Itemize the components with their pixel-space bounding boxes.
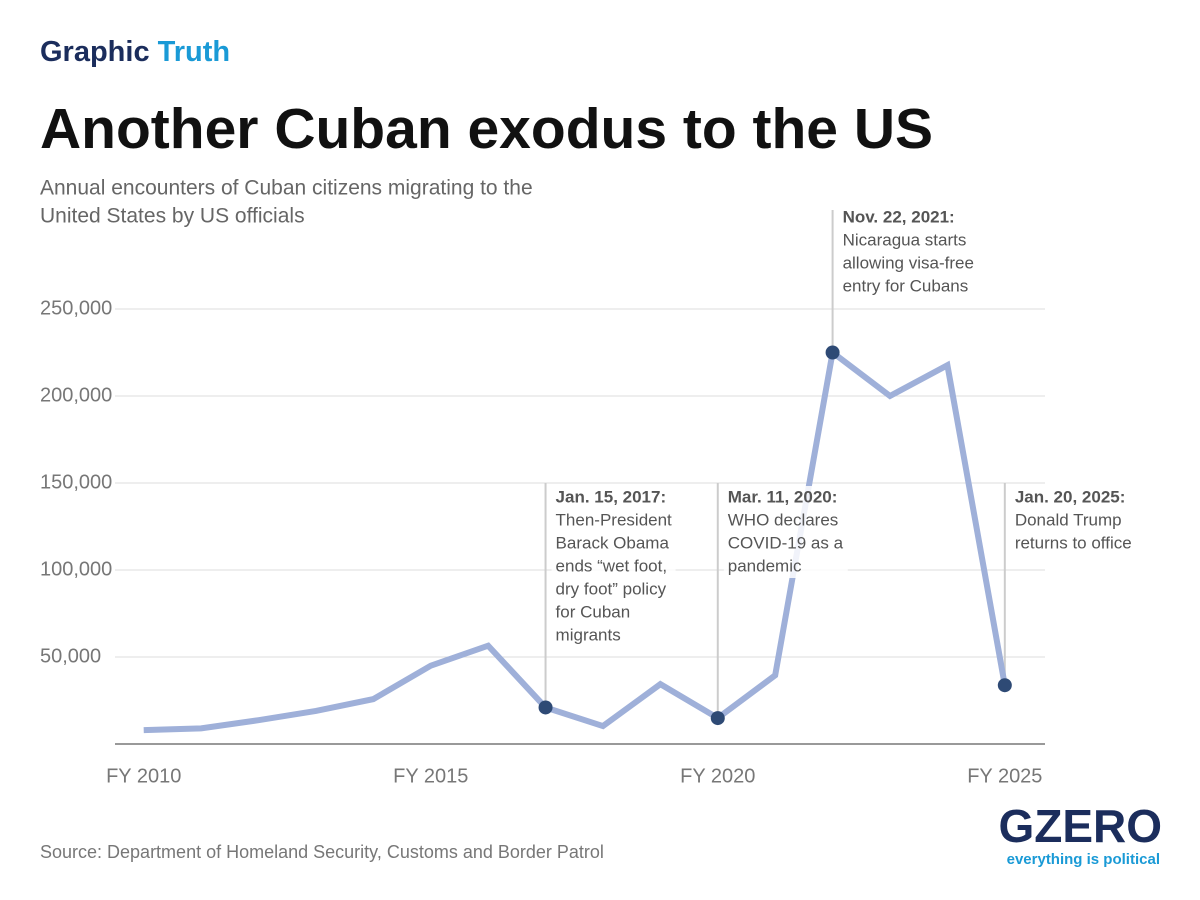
annotation-text: Barack Obama xyxy=(556,533,670,552)
source: Source: Department of Homeland Security,… xyxy=(40,842,604,862)
y-tick-label: 200,000 xyxy=(40,384,112,406)
y-tick-label: 150,000 xyxy=(40,471,112,493)
kicker: Graphic Truth xyxy=(40,36,230,68)
y-tick-label: 50,000 xyxy=(40,645,101,667)
annotation-text: ends “wet foot, xyxy=(556,556,668,575)
annotation-text: pandemic xyxy=(728,556,802,575)
annotation-bg xyxy=(1010,486,1135,555)
annotation-text: WHO declares xyxy=(728,510,839,529)
annotation-text: for Cuban xyxy=(556,602,631,621)
annotation-date: Mar. 11, 2020: xyxy=(728,487,838,506)
subtitle: Annual encounters of Cuban citizens migr… xyxy=(40,177,533,200)
annotation-date: Jan. 15, 2017: xyxy=(556,487,667,506)
chart-title: Another Cuban exodus to the US xyxy=(40,97,933,161)
subtitle: United States by US officials xyxy=(40,205,305,228)
y-tick-label: 100,000 xyxy=(40,558,112,580)
annotation-bg xyxy=(551,486,676,647)
annotation-bg xyxy=(838,206,963,298)
annotation-date: Nov. 22, 2021: xyxy=(843,207,955,226)
plot: 50,000 100,000 150,000 200,000 250,000 FY 201… xyxy=(40,206,1135,787)
annotation-text: migrants xyxy=(556,625,621,644)
annotation-text: Donald Trump xyxy=(1015,510,1122,529)
kicker-part: Truth xyxy=(158,36,231,68)
annotation-text: COVID-19 as a xyxy=(728,533,844,552)
x-tick-label: FY 2010 xyxy=(106,765,181,787)
logo-tagline: everything is political xyxy=(1007,851,1160,868)
marker xyxy=(825,345,840,360)
x-tick-label: FY 2020 xyxy=(680,765,755,787)
logo: GZERO xyxy=(998,800,1162,852)
annotation-text: returns to office xyxy=(1015,533,1132,552)
marker xyxy=(538,700,553,715)
x-tick-label: FY 2025 xyxy=(967,765,1042,787)
line xyxy=(143,347,1008,734)
annotation-text: Then-President xyxy=(556,510,673,529)
annotation-text: entry for Cubans xyxy=(843,276,969,295)
annotation-date: Jan. 20, 2025: xyxy=(1015,487,1126,506)
y-tick-label: 250,000 xyxy=(40,297,112,319)
x-tick-label: FY 2015 xyxy=(393,765,468,787)
annotation-bg xyxy=(723,486,848,578)
marker xyxy=(710,711,725,726)
annotation-text: dry foot” policy xyxy=(556,579,667,598)
kicker-part: Graphic xyxy=(40,36,150,68)
marker xyxy=(997,678,1012,693)
annotation-text: allowing visa-free xyxy=(843,253,974,272)
annotation-text: Nicaragua starts xyxy=(843,230,967,249)
